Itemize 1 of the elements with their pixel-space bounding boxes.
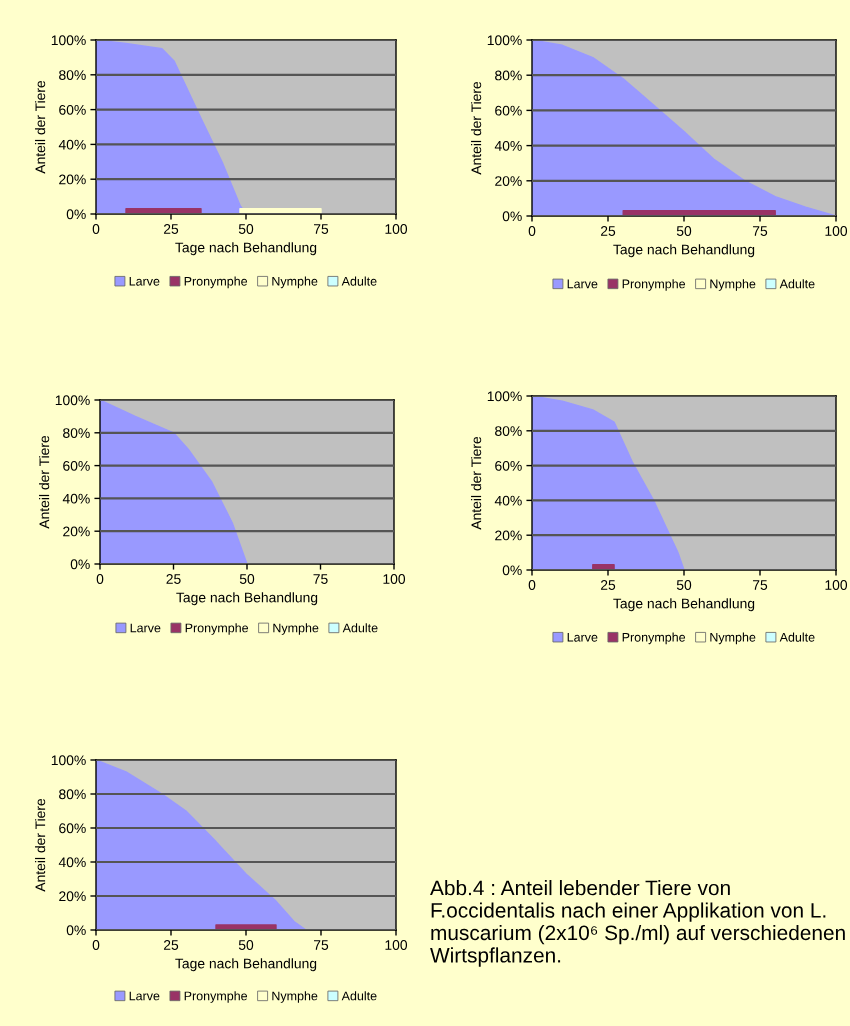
caption: Abb.4 : Anteil lebender Tiere von F.occidentalis nach einer Applikation von L. muscarium (2x10⁶ Sp./ml) auf verschiedenen Wirtspflanzen. <box>430 880 845 967</box>
